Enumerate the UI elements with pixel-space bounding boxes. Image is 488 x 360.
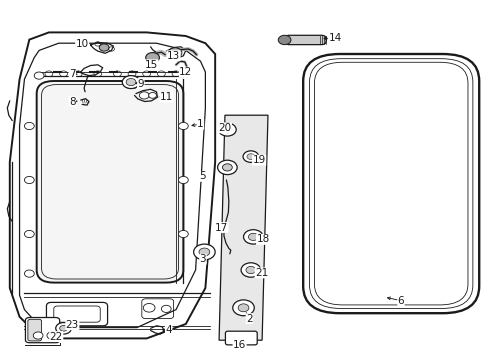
Text: 23: 23 xyxy=(65,320,79,330)
Text: 12: 12 xyxy=(179,67,192,77)
Circle shape xyxy=(248,233,258,240)
Circle shape xyxy=(241,263,260,277)
Text: 9: 9 xyxy=(137,78,144,89)
Polygon shape xyxy=(10,32,215,338)
Text: 13: 13 xyxy=(166,51,180,61)
Circle shape xyxy=(178,122,188,130)
Circle shape xyxy=(218,123,236,136)
FancyBboxPatch shape xyxy=(225,331,257,345)
Circle shape xyxy=(56,323,71,334)
Circle shape xyxy=(33,332,43,339)
Text: 11: 11 xyxy=(159,92,173,102)
Circle shape xyxy=(246,154,254,159)
Circle shape xyxy=(148,93,156,98)
FancyBboxPatch shape xyxy=(37,81,183,283)
Circle shape xyxy=(168,48,182,58)
Text: 8: 8 xyxy=(69,96,76,107)
Polygon shape xyxy=(219,115,267,340)
Text: 15: 15 xyxy=(144,60,158,70)
Text: 19: 19 xyxy=(252,155,265,165)
Text: 18: 18 xyxy=(256,234,269,244)
Circle shape xyxy=(99,44,109,51)
Circle shape xyxy=(223,126,231,133)
Circle shape xyxy=(243,151,258,162)
Text: 21: 21 xyxy=(254,268,268,278)
Circle shape xyxy=(245,266,255,274)
FancyBboxPatch shape xyxy=(28,319,41,341)
Text: 20: 20 xyxy=(218,123,231,133)
Text: 1: 1 xyxy=(197,119,203,129)
Circle shape xyxy=(238,304,248,312)
Circle shape xyxy=(139,92,149,99)
FancyBboxPatch shape xyxy=(303,54,478,313)
Circle shape xyxy=(217,160,237,175)
Circle shape xyxy=(24,122,34,130)
Circle shape xyxy=(60,325,67,331)
Circle shape xyxy=(243,230,263,244)
Text: 6: 6 xyxy=(397,296,404,306)
Circle shape xyxy=(232,300,254,316)
Text: 10: 10 xyxy=(76,39,88,49)
Circle shape xyxy=(47,332,57,339)
Circle shape xyxy=(278,35,290,45)
FancyBboxPatch shape xyxy=(46,302,107,326)
Circle shape xyxy=(34,72,44,79)
Circle shape xyxy=(193,244,215,260)
Text: 4: 4 xyxy=(165,325,172,336)
Circle shape xyxy=(24,230,34,238)
Circle shape xyxy=(24,270,34,277)
Circle shape xyxy=(178,230,188,238)
Circle shape xyxy=(122,76,140,89)
Circle shape xyxy=(126,78,136,86)
Text: 2: 2 xyxy=(245,314,252,324)
Text: 3: 3 xyxy=(199,254,206,264)
Text: 5: 5 xyxy=(199,171,206,181)
Circle shape xyxy=(145,53,159,63)
Circle shape xyxy=(178,176,188,184)
FancyBboxPatch shape xyxy=(284,35,325,45)
Text: 7: 7 xyxy=(69,69,76,79)
Text: 22: 22 xyxy=(49,332,63,342)
Text: 17: 17 xyxy=(214,222,228,233)
Text: 16: 16 xyxy=(232,340,246,350)
Circle shape xyxy=(199,248,209,256)
FancyBboxPatch shape xyxy=(25,318,60,343)
Text: 14: 14 xyxy=(327,33,341,43)
Circle shape xyxy=(24,176,34,184)
Circle shape xyxy=(222,164,232,171)
